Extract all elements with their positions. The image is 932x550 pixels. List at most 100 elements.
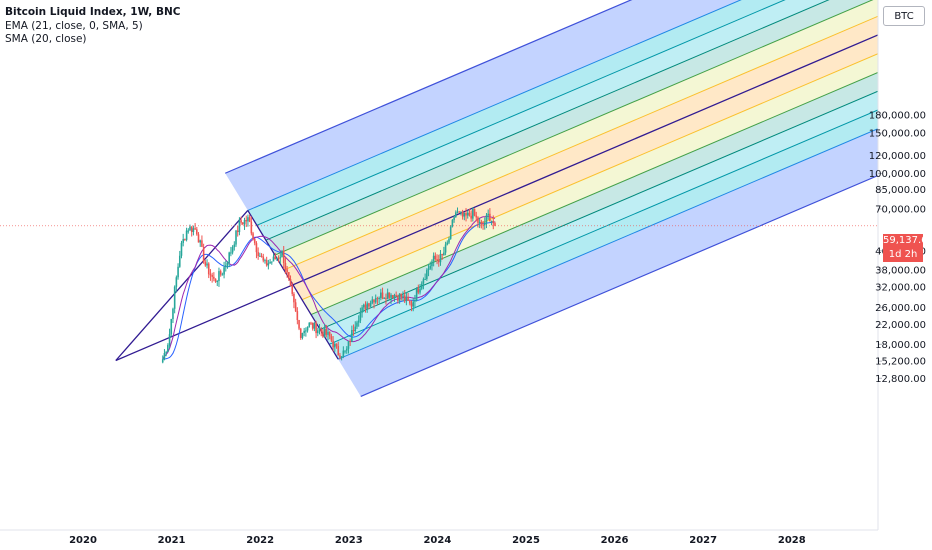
candle-body (243, 219, 246, 225)
last-price-badge: 59,137.62 1d 2h (883, 234, 932, 262)
candle-body (347, 341, 350, 349)
candle-body (472, 208, 474, 219)
candle-body (351, 330, 353, 342)
last-price-value: 59,137.62 (883, 235, 932, 246)
candle-body (207, 263, 210, 275)
candle-body (185, 230, 188, 240)
candle-body (385, 297, 387, 300)
price-tick-label: 70,000.00 (875, 205, 926, 216)
candle-body (436, 258, 438, 260)
pitchfork-line-5 (283, 15, 878, 271)
pitchfork-band-4 (274, 0, 878, 270)
time-tick-label: 2025 (512, 535, 540, 546)
candle-body (398, 293, 401, 301)
candle-body (286, 269, 288, 273)
candle-body (189, 226, 191, 231)
candle-body (224, 265, 227, 268)
candle-body (477, 217, 479, 223)
candle-body (161, 359, 164, 363)
candle-body (270, 261, 273, 263)
candle-body (245, 219, 248, 222)
pitchfork-band-1 (247, 0, 785, 226)
pitchfork-line-2 (256, 0, 786, 226)
candle-body (316, 330, 319, 334)
candle-body (417, 288, 420, 293)
candle-body (492, 221, 495, 224)
candle-body (178, 255, 181, 267)
candles (161, 207, 496, 364)
candle-body (378, 297, 380, 299)
candle-body (402, 295, 404, 298)
candle-body (366, 303, 369, 310)
legend-sma[interactable]: SMA (20, close) (5, 33, 87, 45)
candle-body (219, 271, 222, 275)
candle-body (412, 301, 415, 307)
candle-body (419, 288, 421, 293)
currency-button[interactable]: BTC (883, 6, 925, 26)
candle-body (460, 211, 462, 213)
candle-body (345, 348, 348, 351)
candle-body (403, 295, 406, 302)
time-tick-label: 2026 (601, 535, 629, 546)
candle-body (400, 293, 403, 298)
candle-body (168, 334, 171, 346)
candle-body (201, 240, 203, 247)
candle-body (281, 250, 283, 258)
candle-body (262, 256, 265, 261)
candle-body (165, 351, 167, 354)
pitchfork-band-6 (292, 34, 878, 300)
candle-body (482, 224, 484, 226)
candle-body (393, 295, 396, 299)
candle-body (349, 341, 351, 343)
pitchfork-band-0 (225, 0, 741, 211)
candle-body (368, 303, 370, 307)
candle-body (444, 244, 447, 253)
candle-body (294, 302, 297, 312)
candle-body (291, 285, 294, 294)
candle-body (359, 312, 362, 321)
price-tick-label: 180,000.00 (869, 110, 926, 121)
candle-body (332, 340, 334, 348)
candle-body (446, 242, 449, 245)
chart-legend: Bitcoin Liquid Index, 1W, BNC EMA (21, c… (5, 6, 180, 47)
candle-body (204, 262, 207, 266)
candle-body (432, 255, 435, 262)
candle-body (415, 288, 418, 301)
legend-ema[interactable]: EMA (21, close, 0, SMA, 5) (5, 19, 143, 32)
candle-body (277, 257, 280, 259)
candle-body (374, 298, 377, 303)
price-tick-label: 12,800.00 (875, 374, 926, 385)
candle-body (252, 233, 254, 239)
candle-body (424, 279, 426, 281)
candle-body (226, 262, 229, 266)
candle-body (192, 228, 195, 233)
moving-averages (162, 215, 496, 360)
candle-body (177, 266, 179, 278)
candle-body (209, 274, 212, 276)
candle-body (337, 346, 340, 356)
candle-body (344, 350, 346, 352)
candle-body (301, 333, 304, 338)
time-tick-label: 2027 (689, 535, 717, 546)
candle-body (339, 355, 341, 358)
candle-body (296, 311, 299, 320)
candle-body (298, 319, 300, 329)
candle-body (489, 213, 491, 222)
candle-body (380, 292, 382, 298)
candle-body (473, 208, 476, 216)
candle-body (315, 322, 317, 334)
pitchfork-line-3 (265, 0, 830, 241)
candle-body (427, 268, 430, 271)
candle-body (422, 279, 425, 284)
candle-body (260, 255, 263, 257)
median-line (115, 34, 878, 362)
candle-body (325, 328, 328, 335)
candle-body (455, 212, 457, 218)
candle-body (223, 267, 225, 275)
candle-body (276, 257, 278, 260)
candle-body (395, 295, 397, 297)
candle-body (426, 270, 428, 280)
candle-body (328, 331, 331, 337)
candle-body (468, 212, 471, 216)
